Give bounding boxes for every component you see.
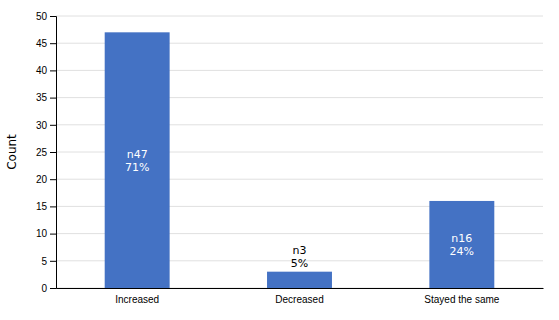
tick-mark: [50, 288, 56, 289]
tick: 40: [36, 65, 56, 76]
tick-mark: [50, 206, 56, 207]
tick-label: 45: [36, 38, 48, 49]
axis-line: [50, 17, 57, 289]
tick-mark: [50, 179, 56, 180]
data-label-line: n47: [127, 148, 148, 161]
tick-mark: [50, 16, 56, 17]
chart: 0 5 10 15 20 25 30 35 40 45 50 Increased Decreased St…: [0, 0, 559, 320]
tick-mark: [50, 70, 56, 71]
grid-line: [56, 16, 543, 17]
y-axis: 0 5 10 15 20 25 30 35 40 45 50: [36, 11, 57, 294]
data-label-line: 5%: [291, 257, 308, 270]
tick-label: 10: [36, 228, 48, 239]
tick: Increased: [115, 294, 159, 305]
tick: 20: [36, 174, 56, 185]
tick-label: 35: [36, 92, 48, 103]
bars: [105, 32, 495, 288]
tick-mark: [50, 152, 56, 153]
data-label-line: 24%: [450, 245, 474, 258]
tick: 50: [36, 11, 56, 22]
tick: 25: [36, 147, 56, 158]
tick: 30: [36, 120, 56, 131]
data-label-line: 71%: [125, 161, 149, 174]
tick-label: 25: [36, 147, 48, 158]
tick: 5: [41, 256, 56, 267]
x-axis: Increased Decreased Stayed the same: [57, 289, 544, 306]
tick-mark: [50, 43, 56, 44]
tick-label: 5: [41, 256, 47, 267]
tick-mark: [50, 261, 56, 262]
tick-label: 30: [36, 120, 48, 131]
tick-label: 0: [41, 283, 47, 294]
tick: 35: [36, 92, 56, 103]
tick-label: 50: [36, 11, 48, 22]
tick-label: Increased: [115, 294, 159, 305]
bar: [429, 201, 494, 288]
tick: 0: [41, 283, 56, 294]
axis-line: [57, 288, 544, 289]
tick-label: 40: [36, 65, 48, 76]
bar: [267, 272, 332, 288]
bar: [105, 32, 170, 288]
tick: Decreased: [275, 294, 323, 305]
data-label-line: n3: [293, 244, 307, 257]
data-label: n1624%: [450, 232, 474, 258]
tick-label: Stayed the same: [424, 294, 499, 305]
tick: Stayed the same: [424, 294, 499, 305]
tick-label: Decreased: [275, 294, 323, 305]
grid: [56, 16, 543, 288]
data-label: n4771%: [125, 148, 149, 174]
tick: 15: [36, 201, 56, 212]
tick: 10: [36, 228, 56, 239]
tick-mark: [50, 125, 56, 126]
tick-mark: [50, 98, 56, 99]
data-labels: n4771% n35% n1624%: [125, 148, 474, 270]
tick: 45: [36, 38, 56, 49]
tick-label: 15: [36, 201, 48, 212]
tick-mark: [50, 234, 56, 235]
data-label-line: n16: [451, 232, 472, 245]
data-label: n35%: [291, 244, 308, 270]
tick-label: 20: [36, 174, 48, 185]
axis-title: Count: [5, 134, 19, 170]
plot: 0 5 10 15 20 25 30 35 40 45 50 Increased Decreased St…: [36, 11, 544, 305]
